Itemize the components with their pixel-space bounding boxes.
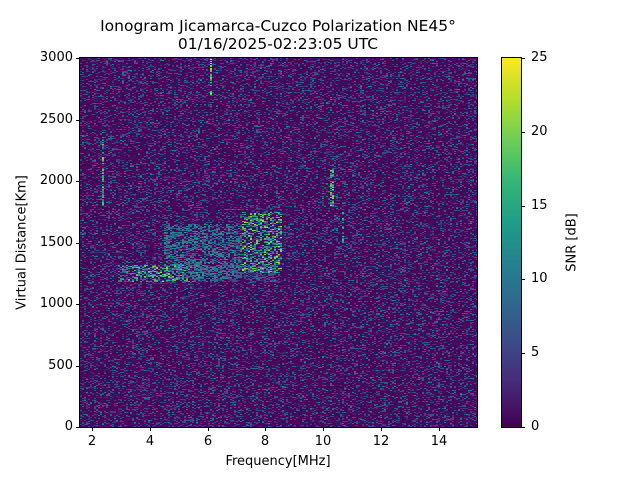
colorbar-tick-label: 5 xyxy=(531,345,540,360)
chart-subtitle: 01/16/2025-02:23:05 UTC xyxy=(177,35,379,53)
colorbar-tick-label: 20 xyxy=(531,124,548,139)
x-tick-label: 8 xyxy=(260,434,270,449)
y-tick-label: 1000 xyxy=(39,296,73,311)
colorbar xyxy=(501,57,522,428)
x-tick-label: 14 xyxy=(430,434,448,449)
y-tick-label: 2000 xyxy=(39,173,73,188)
x-tick-label: 12 xyxy=(372,434,390,449)
colorbar-tick-label: 10 xyxy=(531,271,548,286)
colorbar-tick-mark xyxy=(521,132,525,133)
x-tick-mark xyxy=(323,427,324,431)
x-tick-mark xyxy=(150,427,151,431)
y-axis-label: Virtual Distance[Km] xyxy=(14,175,30,310)
y-tick-mark xyxy=(76,427,80,428)
colorbar-tick-mark xyxy=(521,353,525,354)
colorbar-tick-mark xyxy=(521,58,525,59)
x-tick-label: 4 xyxy=(145,434,155,449)
y-tick-mark xyxy=(76,181,80,182)
y-tick-mark xyxy=(76,120,80,121)
colorbar-tick-mark xyxy=(521,206,525,207)
colorbar-label: SNR [dB] xyxy=(564,213,580,272)
x-tick-mark xyxy=(92,427,93,431)
colorbar-gradient xyxy=(502,58,521,427)
y-tick-mark xyxy=(76,304,80,305)
y-tick-label: 1500 xyxy=(39,235,73,250)
ionogram-heatmap xyxy=(79,57,478,428)
x-tick-mark xyxy=(381,427,382,431)
x-tick-mark xyxy=(265,427,266,431)
x-tick-label: 2 xyxy=(87,434,97,449)
y-tick-label: 500 xyxy=(48,358,73,373)
y-tick-label: 3000 xyxy=(39,50,73,65)
x-tick-label: 10 xyxy=(314,434,332,449)
y-tick-mark xyxy=(76,243,80,244)
x-tick-mark xyxy=(208,427,209,431)
heatmap-canvas xyxy=(80,58,477,427)
colorbar-tick-label: 15 xyxy=(531,198,548,213)
x-axis-label: Frequency[MHz] xyxy=(225,454,331,469)
y-tick-label: 2500 xyxy=(39,112,73,127)
x-tick-mark xyxy=(439,427,440,431)
colorbar-tick-mark xyxy=(521,427,525,428)
chart-title: Ionogram Jicamarca-Cuzco Polarization NE… xyxy=(100,17,456,35)
x-tick-label: 6 xyxy=(203,434,213,449)
y-tick-mark xyxy=(76,366,80,367)
y-tick-mark xyxy=(76,58,80,59)
colorbar-tick-label: 25 xyxy=(531,50,548,65)
colorbar-tick-mark xyxy=(521,279,525,280)
colorbar-tick-label: 0 xyxy=(531,419,540,434)
y-tick-label: 0 xyxy=(64,419,73,434)
